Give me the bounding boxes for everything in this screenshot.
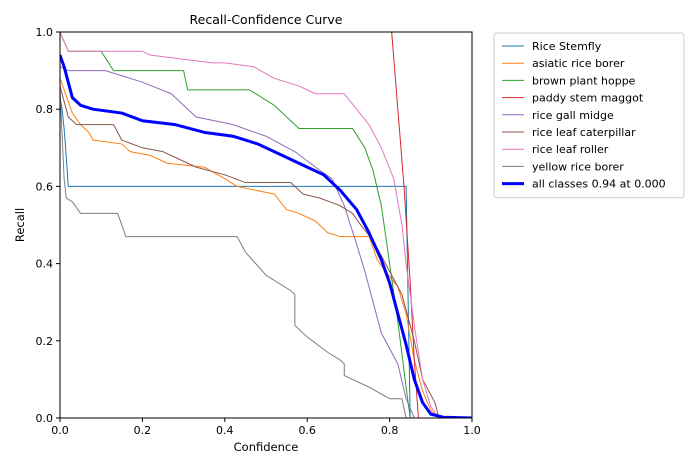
series-line-1 (60, 78, 440, 418)
x-tick-label: 0.4 (216, 424, 234, 437)
x-axis-title: Confidence (234, 440, 299, 454)
series-line-5 (60, 85, 440, 418)
legend-label: rice leaf roller (532, 143, 609, 156)
series-line-7 (60, 89, 407, 418)
x-tick-label: 0.0 (51, 424, 69, 437)
y-tick-label: 0.8 (36, 103, 54, 116)
series-line-3 (391, 32, 419, 418)
x-tick-label: 0.2 (134, 424, 152, 437)
legend-label: yellow rice borer (532, 160, 624, 173)
y-tick-label: 1.0 (36, 26, 54, 39)
legend: Rice Stemfly asiatic rice borer brown plan… (493, 32, 685, 199)
x-tick-label: 0.6 (298, 424, 316, 437)
y-tick-label: 0.0 (36, 412, 54, 425)
legend-label: rice leaf caterpillar (532, 126, 636, 139)
chart-title: Recall-Confidence Curve (190, 12, 343, 27)
plot-area: 0.0 0.2 0.4 0.6 0.8 1.0 0.0 0.2 0.4 0.6 0.8 1.0 (36, 26, 481, 437)
legend-label: Rice Stemfly (532, 40, 602, 53)
series-line-6 (60, 32, 440, 418)
legend-box (493, 32, 685, 199)
plot-frame (59, 31, 473, 419)
y-tick-label: 0.6 (36, 180, 54, 193)
series-line-0 (60, 97, 411, 418)
y-tick-label: 0.4 (36, 258, 54, 271)
y-axis-title: Recall (13, 208, 27, 242)
x-tick-label: 0.8 (381, 424, 399, 437)
series-line-8 (60, 54, 472, 418)
legend-label: all classes 0.94 at 0.000 (532, 178, 666, 191)
legend-label: rice gall midge (532, 109, 614, 122)
legend-label: asiatic rice borer (532, 57, 625, 70)
series-lines (60, 32, 472, 418)
x-tick-label: 1.0 (463, 424, 481, 437)
y-tick-label: 0.2 (36, 335, 54, 348)
legend-label: brown plant hoppe (532, 74, 636, 87)
series-line-2 (60, 32, 411, 418)
legend-label: paddy stem maggot (532, 92, 644, 105)
series-line-4 (60, 66, 415, 418)
